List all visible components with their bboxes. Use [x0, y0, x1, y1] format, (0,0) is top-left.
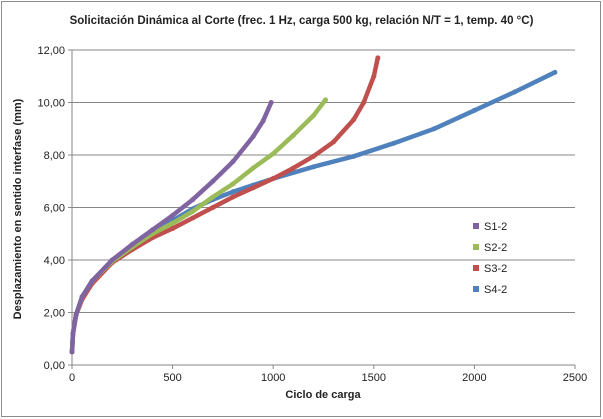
data-point-S1-2	[170, 212, 176, 218]
data-point-S2-2	[323, 97, 329, 103]
data-point-S2-2	[250, 165, 256, 171]
y-tick-label: 0,00	[44, 360, 65, 372]
data-point-S2-2	[290, 132, 296, 138]
legend-label-S2-2: S2-2	[484, 242, 507, 254]
data-point-S3-2	[290, 165, 296, 171]
data-point-S3-2	[361, 100, 367, 105]
data-point-S3-2	[371, 73, 377, 79]
data-point-S3-2	[310, 153, 316, 159]
legend: S1-2 S2-2 S3-2 S4-2	[473, 221, 507, 296]
data-point-S2-2	[210, 194, 216, 200]
data-point-S2-2	[170, 220, 176, 226]
data-point-S3-2	[375, 55, 381, 61]
data-point-S3-2	[230, 194, 236, 200]
y-tick-label: 8,00	[44, 150, 65, 162]
data-point-S1-2	[260, 118, 266, 124]
data-point-S1-2	[210, 178, 216, 184]
legend-label-S4-2: S4-2	[484, 284, 507, 296]
y-tick-label: 4,00	[44, 255, 65, 267]
data-point-S1-2	[250, 134, 256, 140]
data-point-S1-2	[268, 100, 274, 105]
data-point-S1-2	[149, 227, 155, 233]
x-tick-label: 0	[69, 372, 75, 384]
x-tick-label: 1500	[362, 372, 386, 384]
x-tick-label: 500	[163, 372, 181, 384]
legend-marker-S2-2	[473, 244, 479, 250]
data-point-S3-2	[331, 139, 337, 145]
data-point-S1-2	[190, 197, 196, 203]
series-line-S2-2	[69, 97, 328, 355]
data-point-S3-2	[170, 226, 176, 231]
axis-layer: 0,00 2,00 4,00 6,00 8,00 10,00 12,00 0 500 1000 15…	[37, 45, 587, 384]
y-tick-label: 2,00	[44, 308, 65, 320]
series-layer	[69, 55, 558, 355]
data-point-S2-2	[310, 113, 316, 119]
data-point-S1-2	[79, 294, 85, 300]
legend-marker-S4-2	[473, 286, 479, 292]
y-tick-label: 6,00	[44, 203, 65, 215]
data-point-S3-2	[250, 185, 256, 191]
legend-marker-S1-2	[473, 223, 479, 229]
data-point-S3-2	[190, 215, 196, 221]
data-point-S4-2	[471, 107, 477, 113]
data-point-S4-2	[310, 164, 316, 170]
data-point-S4-2	[552, 69, 558, 75]
y-axis-title: Desplazamiento en sentido interfase (mm)	[12, 98, 24, 319]
y-tick-label: 10,00	[37, 98, 65, 110]
x-tick-label: 2000	[462, 372, 486, 384]
legend-label-S3-2: S3-2	[484, 263, 507, 275]
data-point-S4-2	[512, 89, 518, 95]
data-point-S4-2	[230, 189, 236, 195]
data-point-S4-2	[431, 126, 437, 132]
data-point-S1-2	[70, 331, 76, 336]
x-axis-title: Ciclo de carga	[285, 389, 361, 401]
legend-marker-S3-2	[473, 265, 479, 271]
data-point-S1-2	[73, 312, 79, 318]
data-point-S2-2	[270, 151, 276, 157]
x-tick-label: 1000	[261, 372, 285, 384]
data-point-S3-2	[210, 205, 216, 210]
data-point-S2-2	[190, 208, 196, 214]
data-point-S1-2	[129, 241, 135, 247]
chart-title: Solicitación Dinámica al Corte (frec. 1 …	[69, 15, 534, 27]
y-tick-label: 12,00	[37, 45, 65, 57]
data-point-S3-2	[351, 117, 357, 123]
data-point-S2-2	[230, 181, 236, 187]
data-point-S1-2	[109, 257, 115, 263]
data-point-S4-2	[351, 153, 357, 159]
data-point-S4-2	[391, 140, 397, 146]
data-point-S1-2	[89, 278, 95, 284]
data-point-S3-2	[270, 176, 276, 182]
data-point-S1-2	[69, 349, 75, 355]
grid-layer	[72, 49, 575, 313]
data-point-S1-2	[230, 159, 236, 165]
legend-label-S1-2: S1-2	[484, 221, 507, 233]
x-tick-label: 2500	[563, 372, 587, 384]
